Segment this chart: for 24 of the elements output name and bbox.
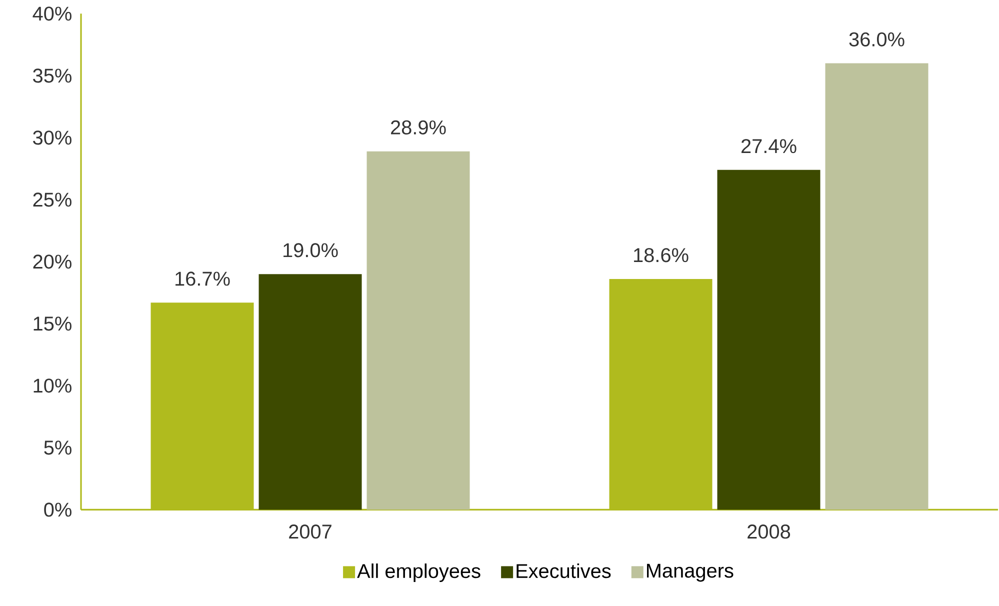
bar: [366, 151, 470, 510]
data-label: 27.4%: [742, 139, 796, 154]
bar: [825, 63, 928, 510]
y-tick-label: 25%: [33, 192, 72, 207]
data-label: 18.6%: [634, 248, 688, 262]
y-tick-label: 20%: [33, 254, 72, 269]
x-tick-label: 2007: [289, 524, 332, 539]
legend-label: Executives: [516, 564, 611, 578]
y-tick-label: 30%: [33, 130, 72, 145]
data-label: 36.0%: [849, 32, 904, 47]
x-tick-label: 2008: [748, 524, 790, 539]
y-tick-label: 15%: [34, 316, 72, 331]
y-tick-label: 0%: [44, 502, 72, 517]
data-label: 28.9%: [391, 120, 446, 135]
legend-label: All employees: [357, 564, 480, 582]
y-tick-label: 5%: [44, 440, 72, 455]
y-tick-label: 40%: [32, 6, 72, 21]
y-tick-label: 35%: [33, 68, 72, 83]
data-label: 19.0%: [284, 243, 338, 258]
bar: [717, 170, 820, 510]
legend-label: Managers: [647, 564, 734, 582]
data-label: 16.7%: [176, 272, 230, 286]
y-tick-label: 10%: [34, 378, 72, 393]
bar: [258, 274, 362, 510]
